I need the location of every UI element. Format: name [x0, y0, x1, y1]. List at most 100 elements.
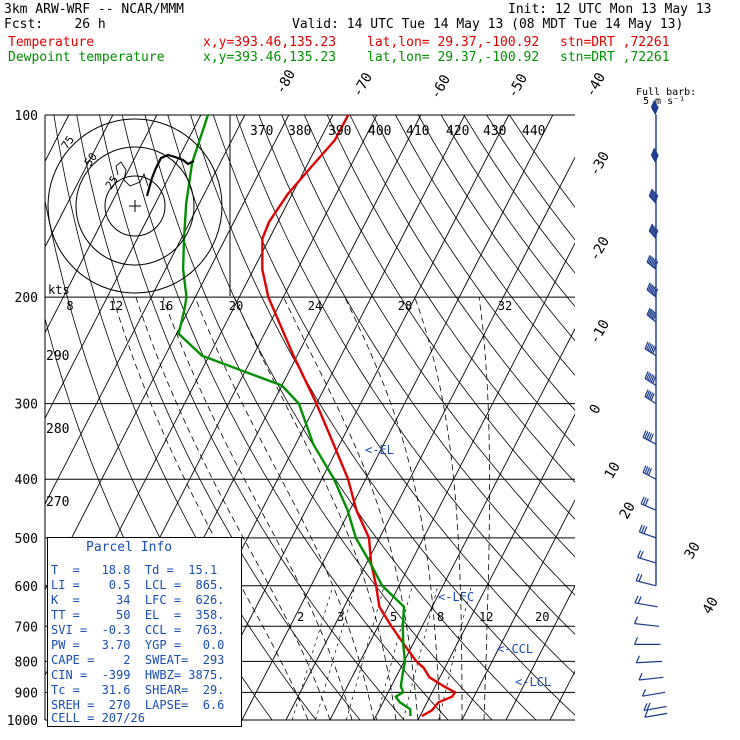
wind-barb-feather	[652, 150, 657, 158]
moist-adiabat-line	[135, 296, 331, 720]
wind-barb-feather	[649, 374, 654, 382]
hodograph-ring	[104, 175, 166, 237]
wind-barb-staff	[644, 396, 657, 405]
hodograph-ring	[75, 146, 195, 266]
isotherm-label: 40	[700, 594, 722, 617]
wind-barb-feather	[645, 342, 651, 350]
wind-barb-feather	[638, 574, 643, 582]
mixing-ratio-line	[375, 585, 413, 720]
wind-barb-feather	[647, 255, 652, 264]
mixing-ratio-line	[291, 585, 334, 720]
mixing-ratio-label: 12	[479, 610, 493, 624]
wind-barb	[650, 100, 659, 116]
wind-barbs	[633, 100, 668, 718]
parcel-row: Tc = 31.6 SHEAR= 29.	[51, 683, 225, 697]
isotherm-label: -60	[428, 72, 455, 102]
temperature-station: stn=DRT ,72261	[560, 35, 670, 50]
isotherm-label: -20	[587, 234, 614, 264]
wind-barb-feather	[649, 284, 654, 293]
wind-barb	[638, 672, 664, 681]
wind-barb-staff	[639, 676, 664, 681]
wind-barb-feather	[653, 193, 658, 202]
isotherm-line	[549, 670, 575, 720]
hodograph-speed-label: 28	[398, 299, 412, 313]
wind-barb-feather	[650, 393, 655, 401]
wind-barb-feather	[649, 189, 654, 198]
theta-label: 290	[46, 349, 69, 364]
theta-label: 430	[483, 124, 506, 139]
wind-barb-feather	[640, 496, 645, 505]
isotherm-label: 30	[682, 539, 704, 562]
wind-barb-feather	[648, 223, 653, 232]
dry-adiabat-line	[417, 115, 575, 342]
wind-barb-feather	[654, 230, 659, 238]
wind-barb-feather	[650, 100, 656, 108]
theta-label: 400	[368, 124, 391, 139]
isotherm-line	[373, 327, 575, 720]
isotherm-label: 20	[617, 499, 639, 522]
wind-barb-feather	[634, 595, 639, 604]
hodograph-ring-label: 75	[59, 133, 77, 151]
isotherm-label: 0	[587, 402, 605, 417]
pressure-label: 900	[15, 686, 38, 701]
wind-barb-feather	[635, 655, 640, 663]
wind-barb-feather	[649, 433, 654, 442]
dry-adiabat-line	[121, 115, 449, 720]
pressure-label: 300	[15, 398, 38, 413]
wind-barb-feather	[649, 224, 654, 233]
dewpoint-legend: Dewpoint temperature	[8, 50, 165, 65]
hodograph-trace-lower	[115, 161, 149, 187]
wind-barb-feather	[645, 372, 651, 380]
wind-barb-feather	[649, 344, 654, 352]
wind-barb	[638, 524, 657, 539]
wind-barb-feather	[641, 688, 647, 697]
wind-barb-feather	[643, 703, 648, 711]
parcel-row: SVI = -0.3 CCL = 763.	[51, 623, 225, 637]
wind-barb	[637, 550, 657, 564]
wind-barb-feather	[654, 288, 659, 297]
wind-barb-feather	[647, 468, 653, 476]
moist-adiabat-line	[234, 296, 397, 720]
isotherm-line	[461, 499, 575, 720]
pressure-label: 1000	[7, 714, 38, 729]
wind-barb-feather	[637, 596, 642, 604]
theta-label: 270	[46, 495, 69, 510]
parcel-row: LI = 0.5 LCL = 865.	[51, 578, 225, 592]
theta-label: 380	[288, 124, 311, 139]
hodograph-ring	[47, 118, 223, 294]
wind-barb-feather	[651, 191, 656, 200]
wind-barb-feather	[650, 375, 655, 383]
wind-barb-feather	[650, 147, 656, 156]
wind-barb	[650, 147, 659, 164]
wind-barb	[646, 254, 659, 270]
sounding-curves	[177, 115, 457, 718]
isotherm-line	[45, 115, 202, 420]
pressure-label: 100	[15, 109, 38, 124]
wind-barb-feather	[644, 341, 649, 349]
wind-barb-feather	[651, 311, 656, 320]
wind-barb	[644, 371, 657, 387]
wind-barb	[635, 655, 663, 664]
wind-barb-feather	[644, 498, 649, 506]
parcel-level-label: <-LFC	[438, 590, 474, 604]
wind-barb-feather	[649, 256, 654, 265]
isotherm-label: 10	[602, 459, 624, 482]
wind-barb-feather	[638, 524, 643, 533]
isotherm-line	[241, 115, 554, 720]
dry-adiabat-line	[258, 115, 575, 596]
parcel-row: PW = 3.70 YGP = 0.0	[51, 638, 225, 652]
wind-barb-feather	[645, 390, 651, 398]
wind-barb	[644, 341, 657, 357]
pressure-label: 800	[15, 655, 38, 670]
init-time: Init: 12 UTC Mon 13 May 13	[508, 2, 712, 17]
wind-barb-feather	[653, 152, 658, 160]
wind-barb-staff	[644, 348, 657, 357]
wind-barb-feather	[653, 104, 658, 112]
isotherm-line	[329, 242, 575, 720]
wind-barb-staff	[634, 623, 660, 627]
dry-adiabat-line	[440, 115, 575, 308]
wind-barb-feather	[650, 225, 655, 234]
mixing-ratio-label: 3	[337, 610, 344, 624]
wind-barb-feather	[654, 106, 659, 115]
wind-barb-feather	[646, 254, 651, 263]
